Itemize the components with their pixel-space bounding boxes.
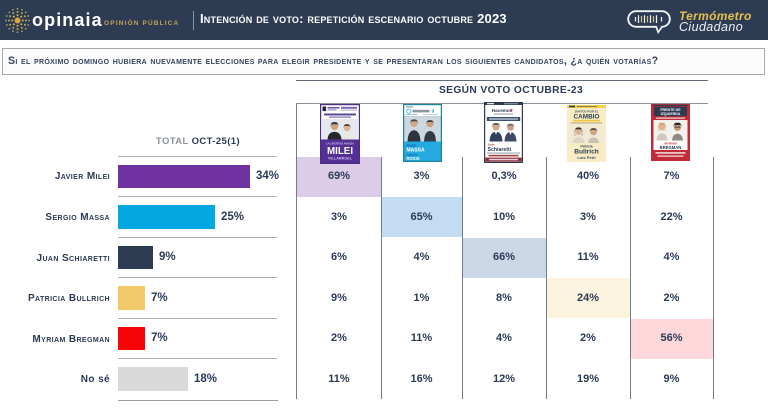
svg-text:VILLARRUEL: VILLARRUEL	[328, 156, 353, 160]
svg-text:Bullrich: Bullrich	[574, 148, 599, 155]
svg-text:Patricia: Patricia	[580, 144, 592, 148]
svg-text:BREGMAN: BREGMAN	[660, 145, 682, 150]
svg-text:MASSA: MASSA	[407, 148, 425, 154]
svg-text:Agustín: Agustín	[407, 153, 418, 157]
svg-text:IZQUIERDA: IZQUIERDA	[661, 112, 681, 116]
svg-text:CAMBIO: CAMBIO	[574, 113, 600, 120]
svg-text:ROSSI: ROSSI	[407, 156, 420, 161]
svg-text:Juan: Juan	[488, 142, 495, 146]
svg-text:MYRIAM: MYRIAM	[664, 141, 677, 145]
svg-text:FRENTE DE: FRENTE DE	[660, 108, 681, 112]
svg-text:LA LIBERTAD AVANZA: LA LIBERTAD AVANZA	[326, 141, 354, 145]
svg-text:Hacemos: Hacemos	[492, 107, 513, 112]
svg-text:JUNTOS POR EL: JUNTOS POR EL	[574, 109, 598, 113]
svg-text:Sergio: Sergio	[407, 144, 417, 148]
svg-text:MILEI: MILEI	[327, 146, 353, 157]
svg-text:Schiaretti: Schiaretti	[488, 146, 512, 152]
svg-text:Luis Petri: Luis Petri	[577, 154, 595, 159]
